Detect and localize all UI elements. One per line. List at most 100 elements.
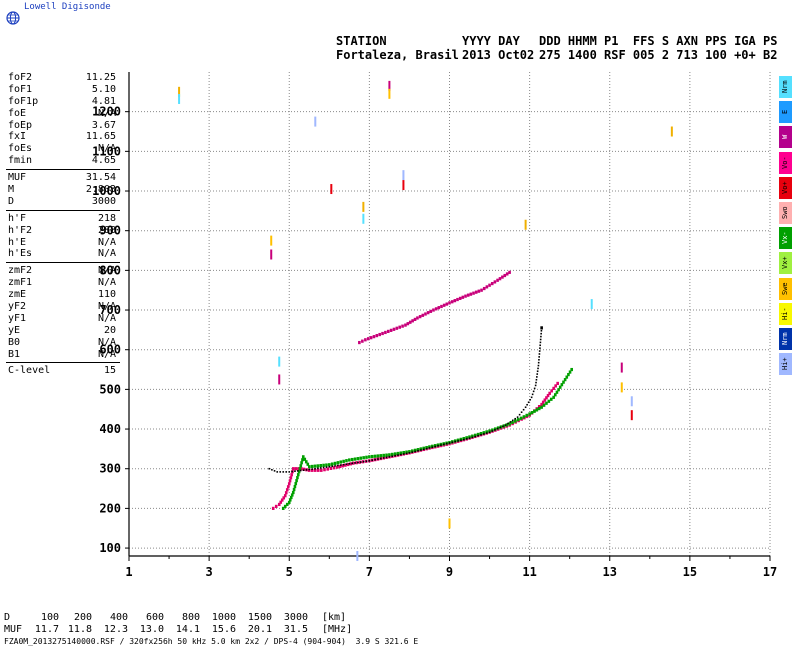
data-point [316,464,320,468]
data-point [557,388,560,392]
footer-value: 1000 [211,612,236,623]
data-point [339,464,342,466]
data-point [301,458,304,462]
data-point [539,344,541,347]
data-point [507,422,509,425]
data-point [405,450,408,454]
data-point [568,370,572,374]
data-point [285,488,289,492]
footer-value: 100 [40,612,59,623]
data-point [344,463,347,467]
data-point [522,415,526,419]
data-point [524,406,527,409]
param-value: N/A [97,265,116,277]
data-point [428,447,431,449]
data-point [369,336,373,340]
data-point [465,438,468,440]
param-row: yE 20 [6,325,120,337]
data-point [558,385,562,389]
param-row: h'F 218 [6,213,120,225]
data-point [302,467,306,471]
data-point [550,389,553,393]
footer-value: 600 [145,612,164,623]
data-point [281,506,285,510]
header-station-label: STATION [336,34,387,48]
data-point [283,494,287,498]
data-point [556,381,559,386]
y-tick-label: 100 [99,541,121,555]
data-point [471,436,474,439]
param-label: h'Es [8,248,33,260]
param-label: h'E [8,236,27,248]
data-point [536,373,539,375]
data-point [381,331,384,336]
data-point [491,430,494,432]
data-point [463,438,465,441]
data-point [268,467,271,470]
footer-row-label: D [4,612,11,623]
data-point [437,444,439,447]
data-point [389,328,393,332]
data-point [560,383,564,387]
data-point [348,458,351,462]
data-point [570,367,573,372]
data-point [323,468,326,472]
param-row: B1 N/A [6,349,120,361]
param-row: foE N/A [6,108,120,120]
data-point [336,461,340,465]
data-point [532,390,535,393]
param-value: 4.81 [91,95,116,107]
param-label: foEp [8,119,33,131]
data-point [461,295,465,299]
data-point [525,413,529,417]
data-point [537,404,541,409]
data-point [378,332,381,337]
data-point [555,390,559,394]
data-point [311,468,313,470]
data-point [442,303,446,307]
data-point [590,299,593,310]
data-point [301,455,305,459]
param-label: C-level [8,365,51,377]
param-label: zmF1 [8,277,33,289]
footer-row-label: MUF [4,624,23,635]
data-point [503,273,507,278]
x-tick-label: 7 [366,565,373,579]
param-value: 11.25 [85,72,116,83]
data-point [434,307,438,311]
data-point [505,272,509,276]
data-point [385,453,388,457]
legend-item: Vo+ [779,176,792,199]
data-point [548,391,551,395]
data-point [299,469,302,472]
param-row: C-level 15 [6,365,120,377]
param-value: 5.10 [91,83,116,95]
param-row: zmE 110 [6,289,120,301]
data-point [433,444,437,448]
data-point [288,471,291,473]
y-tick-label: 1000 [92,184,121,198]
data-point [473,433,477,437]
data-point [545,396,548,400]
param-label: yF1 [8,312,27,324]
data-point [536,376,538,378]
data-point [300,461,303,465]
param-row: foF1 5.10 [6,84,120,96]
data-point [362,213,365,224]
data-point [535,408,539,412]
param-row: foEp 3.67 [6,120,120,132]
data-point [392,327,396,331]
param-value: 2.803 [85,184,116,196]
data-point [477,289,481,293]
footer-value: 31.5 [283,624,308,635]
x-tick-label: 5 [286,565,293,579]
param-row: h'E N/A [6,237,120,249]
data-point [338,464,342,469]
data-point [406,322,410,326]
data-point [286,485,290,489]
legend-item: E [779,101,792,124]
data-point [294,481,298,486]
data-point [374,458,376,461]
x-tick-label: 9 [446,565,453,579]
data-point [620,382,623,393]
